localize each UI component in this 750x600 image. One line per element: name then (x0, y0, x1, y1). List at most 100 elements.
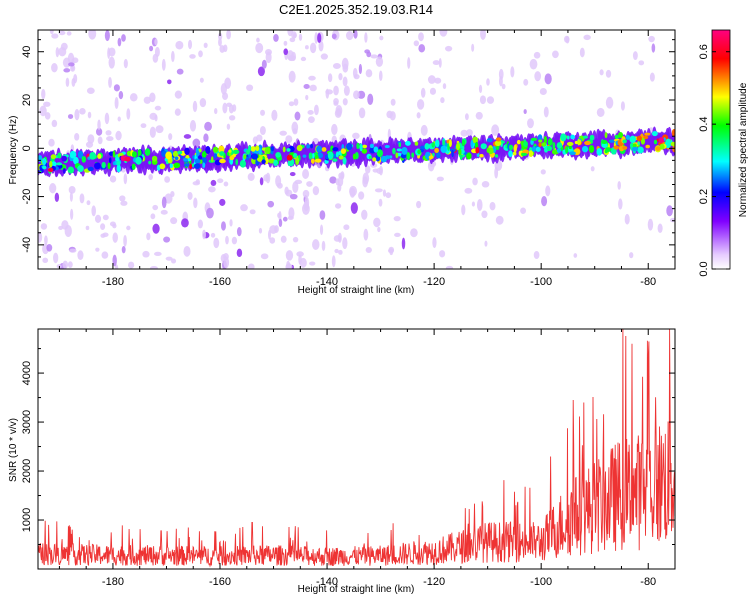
spectrogram-speckle (529, 58, 538, 70)
spectrogram-speckle (303, 83, 310, 89)
spectrogram-speckle (429, 87, 437, 95)
spectrogram-speckle (442, 83, 447, 90)
spectrogram-speckle (649, 72, 655, 82)
spectrogram-speckle (126, 225, 131, 231)
spectrogram-speckle (283, 48, 289, 56)
spectrogram-speckle (334, 203, 342, 209)
band-blob (286, 154, 293, 161)
band-blob (644, 132, 651, 136)
band-blob (369, 143, 375, 149)
spectrogram-speckle (279, 130, 287, 136)
band-blob (428, 155, 434, 160)
spectrogram-speckle (629, 252, 634, 259)
spectrogram-speckle (273, 33, 279, 42)
spectrogram-speckle (478, 84, 483, 94)
band-blob (286, 148, 291, 152)
spectrogram-speckle (439, 250, 446, 258)
band-blob (541, 142, 547, 147)
spectrogram-speckle (534, 71, 542, 82)
colorbar: 0.0 0.2 0.4 0.6 Normalized spectral amplitu… (698, 29, 749, 277)
spectrogram-speckle (51, 33, 59, 39)
band-blob (310, 143, 314, 149)
band-blob (508, 144, 514, 151)
spectrogram-speckle (189, 119, 197, 132)
spectrogram-speckle (417, 99, 425, 110)
spectrogram-speckle (292, 236, 299, 243)
band-blob (112, 150, 116, 158)
spectrogram-speckle (140, 123, 147, 129)
band-blob (528, 150, 534, 157)
band-blob (604, 132, 608, 139)
spectrogram-speckle (112, 254, 117, 267)
spectrogram-speckle (100, 233, 106, 238)
spectrogram-speckle (382, 189, 387, 197)
spectrogram-speckle (544, 73, 552, 85)
spectrogram-speckle (192, 100, 198, 113)
x-tick-label: -100 (530, 276, 552, 288)
band-blob (135, 156, 142, 165)
band-blob (584, 140, 591, 146)
spectrogram-speckle (333, 97, 339, 105)
band-blob (151, 155, 158, 162)
spectrogram-speckle (123, 234, 127, 247)
spectrogram-speckle (464, 113, 469, 121)
spectrogram-speckle (260, 109, 266, 116)
spectrogram-speckle (370, 54, 378, 59)
band-blob (356, 142, 360, 150)
spectrogram-speckle (413, 40, 420, 47)
spectrogram-speckle (199, 77, 204, 83)
spectrogram-speckle (240, 204, 248, 212)
spectrogram-speckle (149, 45, 154, 52)
spectrogram-speckle (342, 98, 348, 106)
spectrogram-speckle (620, 101, 625, 111)
x-tick-label: -140 (316, 576, 338, 588)
spectrogram-speckle (218, 38, 222, 47)
band-blob (199, 159, 203, 164)
band-blob (67, 166, 75, 174)
spectrogram-speckle (309, 84, 317, 92)
spectrogram-speckle (285, 263, 293, 269)
spectrogram-speckle (378, 198, 383, 207)
spectrogram-speckle (226, 30, 231, 40)
spectrogram-y-ticks: -40 -20 0 20 40 (21, 39, 675, 258)
snr-y-ticks: 1000 2000 3000 4000 (21, 348, 675, 546)
spectrogram-speckle (605, 69, 612, 78)
spectrogram-speckle (280, 235, 287, 243)
spectrogram-speckle (86, 200, 91, 206)
band-blob (189, 163, 193, 170)
spectrogram-speckle (259, 177, 264, 186)
band-blob (613, 145, 620, 150)
spectrogram-speckle (66, 31, 72, 36)
band-blob (636, 135, 642, 142)
spectrogram-speckle (118, 91, 124, 100)
band-blob (302, 154, 307, 158)
spectrogram-speckle (49, 183, 57, 194)
spectrogram-x-label: Height of straight line (km) (298, 285, 415, 296)
band-blob (614, 134, 620, 140)
band-blob (601, 139, 608, 144)
spectrogram-speckle (121, 246, 126, 254)
spectrogram-speckle (119, 195, 126, 202)
spectrogram-speckle (288, 101, 295, 107)
band-blob (472, 136, 479, 144)
x-tick-label: -160 (209, 276, 231, 288)
band-blob (131, 163, 136, 170)
spectrogram-speckle (259, 125, 266, 136)
band-blob (645, 144, 650, 149)
band-blob (188, 157, 192, 162)
band-blob (461, 139, 466, 147)
band-blob (177, 150, 183, 155)
spectrogram-speckle (285, 135, 293, 144)
band-blob (361, 148, 368, 154)
band-blob (57, 152, 62, 159)
x-tick-label: -120 (423, 276, 445, 288)
band-blob (500, 140, 505, 144)
spectrogram-y-label: Frequency (Hz) (8, 116, 19, 185)
band-blob (531, 146, 536, 153)
spectrogram-speckle (114, 96, 119, 109)
band-blob (308, 152, 313, 160)
band-blob (480, 143, 487, 150)
spectrogram-speckle (95, 247, 100, 252)
spectrogram-speckle (109, 175, 117, 183)
spectrogram-speckle (85, 141, 94, 148)
